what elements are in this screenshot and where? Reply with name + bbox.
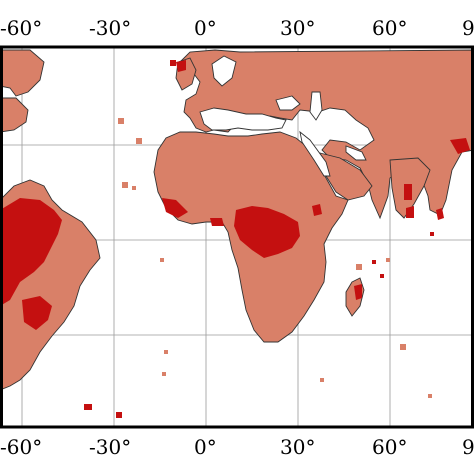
land-eurasia [177,49,474,220]
lon-label-top-90: 9 [462,16,474,40]
lon-label-bottom-30: 30° [280,435,316,459]
hotspots [0,60,470,330]
map-frame [0,45,474,429]
hotspot-specks [84,60,434,418]
land-north-america [0,97,29,133]
hotspot-east-africa [312,204,322,216]
lon-label-top-neg60: -60° [0,16,43,40]
land-greenland [0,49,45,97]
lon-label-top-0: 0° [194,16,217,40]
lon-label-top-neg30: -30° [89,16,132,40]
inland-water [199,55,367,177]
hotspot-west-africa [162,198,188,218]
hotspot-india-south [406,206,414,218]
lon-label-top-30: 30° [280,16,316,40]
hotspot-nw-europe [176,60,186,72]
hotspot-himalaya [450,138,470,154]
hotspot-sri-lanka [436,208,444,220]
lon-label-bottom-90: 9 [462,435,474,459]
lon-label-bottom-0: 0° [194,435,217,459]
land-arabia [315,151,373,201]
island-specks [118,118,432,398]
mediterranean [199,107,287,131]
persian-gulf [345,145,367,161]
hotspot-india-west [404,184,412,200]
baltic-sea [211,55,237,87]
lon-label-top-60: 60° [372,16,408,40]
black-sea [275,95,301,111]
hotspot-amazon-south [22,296,52,330]
lon-label-bottom-60: 60° [372,435,408,459]
hotspot-congo [234,206,300,258]
hotspot-amazon [0,198,62,306]
caspian-sea [309,91,323,121]
hotspot-guinea-coast [210,218,224,226]
lon-label-bottom-neg60: -60° [0,435,43,459]
lon-label-bottom-neg30: -30° [89,435,132,459]
hotspot-madagascar [354,284,362,300]
red-sea [299,130,331,177]
